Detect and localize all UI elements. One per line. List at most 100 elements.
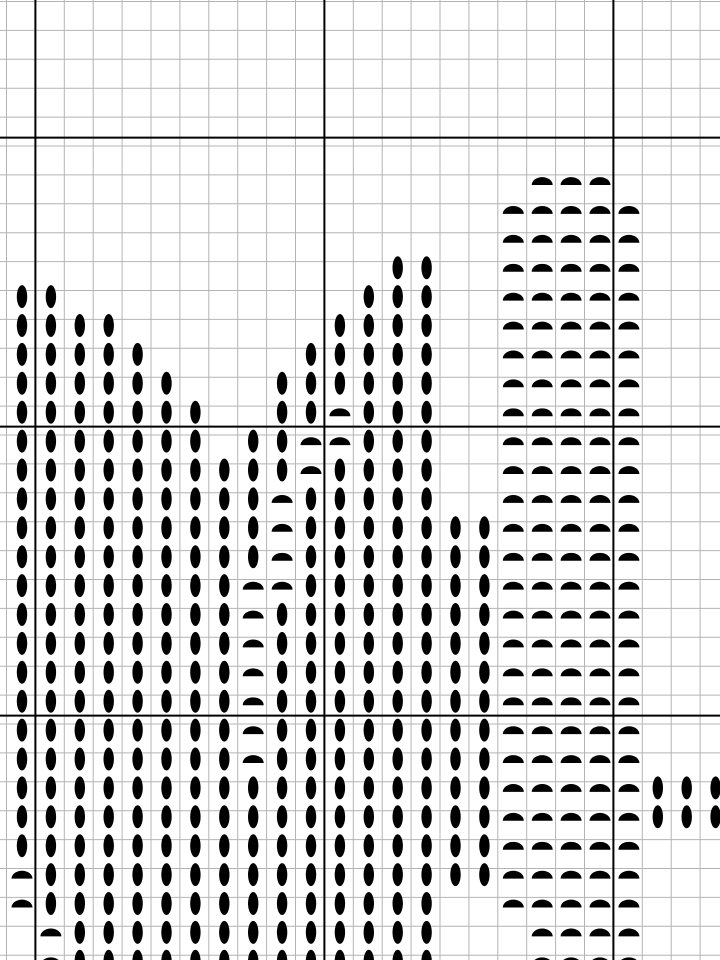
oval-stitch-symbol: [392, 631, 403, 655]
oval-stitch-symbol: [45, 545, 57, 569]
oval-stitch-symbol: [132, 487, 143, 511]
oval-stitch-symbol: [248, 545, 259, 569]
oval-stitch-symbol: [363, 516, 374, 540]
half-disc-stitch-symbol: [589, 928, 611, 937]
half-disc-stitch-symbol: [40, 928, 62, 937]
oval-stitch-symbol: [103, 805, 114, 829]
oval-stitch-symbol: [16, 545, 28, 569]
oval-stitch-symbol: [161, 776, 172, 800]
oval-stitch-symbol: [421, 718, 432, 742]
oval-stitch-symbol: [219, 747, 230, 771]
oval-stitch-symbol: [421, 400, 432, 424]
oval-stitch-symbol: [132, 574, 143, 598]
half-disc-stitch-symbol: [618, 928, 640, 937]
oval-stitch-symbol: [219, 516, 230, 540]
oval-stitch-symbol: [16, 718, 28, 742]
oval-stitch-symbol: [161, 631, 172, 655]
half-disc-stitch-symbol: [560, 784, 582, 792]
half-disc-stitch-symbol: [589, 408, 611, 417]
half-disc-stitch-symbol: [502, 639, 524, 648]
oval-stitch-symbol: [363, 776, 374, 800]
oval-stitch-symbol: [45, 660, 57, 684]
oval-stitch-symbol: [276, 834, 288, 858]
half-disc-stitch-symbol: [11, 870, 33, 879]
oval-stitch-symbol: [305, 631, 317, 655]
oval-stitch-symbol: [450, 631, 461, 655]
half-disc-stitch-symbol: [618, 668, 640, 677]
oval-stitch-symbol: [219, 718, 230, 742]
oval-stitch-symbol: [74, 631, 86, 655]
half-disc-stitch-symbol: [618, 523, 640, 532]
oval-stitch-symbol: [479, 574, 490, 598]
half-disc-stitch-symbol: [618, 899, 640, 908]
oval-stitch-symbol: [305, 805, 317, 829]
oval-stitch-symbol: [305, 863, 317, 887]
oval-stitch-symbol: [103, 314, 114, 337]
half-disc-stitch-symbol: [589, 697, 611, 706]
oval-stitch-symbol: [45, 892, 57, 915]
oval-stitch-symbol: [450, 516, 461, 540]
oval-stitch-symbol: [421, 285, 432, 309]
oval-stitch-symbol: [161, 920, 172, 944]
oval-stitch-symbol: [363, 342, 374, 366]
half-disc-stitch-symbol: [502, 437, 524, 446]
oval-stitch-symbol: [334, 718, 346, 742]
oval-stitch-symbol: [276, 805, 288, 829]
oval-stitch-symbol: [219, 458, 230, 482]
half-disc-stitch-symbol: [589, 234, 611, 243]
oval-stitch-symbol: [334, 920, 346, 944]
oval-stitch-symbol: [392, 516, 403, 540]
oval-stitch-symbol: [392, 603, 403, 626]
oval-stitch-symbol: [132, 400, 143, 424]
oval-stitch-symbol: [45, 400, 57, 424]
oval-stitch-symbol: [74, 660, 86, 684]
half-disc-stitch-symbol: [560, 639, 582, 648]
oval-stitch-symbol: [305, 776, 317, 800]
oval-stitch-symbol: [45, 314, 57, 337]
oval-stitch-symbol: [248, 920, 259, 944]
half-disc-stitch-symbol: [242, 755, 264, 763]
half-disc-stitch-symbol: [271, 495, 293, 503]
oval-stitch-symbol: [16, 487, 28, 511]
oval-stitch-symbol: [219, 603, 230, 626]
oval-stitch-symbol: [45, 805, 57, 829]
oval-stitch-symbol: [103, 892, 114, 915]
half-disc-stitch-symbol: [502, 870, 524, 879]
oval-stitch-symbol: [450, 776, 461, 800]
half-disc-stitch-symbol: [563, 957, 579, 960]
oval-stitch-symbol: [363, 834, 374, 858]
oval-stitch-symbol: [363, 314, 374, 337]
oval-stitch-symbol: [45, 631, 57, 655]
half-disc-stitch-symbol: [618, 408, 640, 417]
half-disc-stitch-symbol: [531, 350, 553, 359]
half-disc-stitch-symbol: [531, 697, 553, 706]
half-disc-stitch-symbol: [589, 466, 611, 474]
oval-stitch-symbol: [421, 545, 432, 569]
oval-stitch-symbol: [161, 689, 172, 713]
oval-stitch-symbol: [681, 805, 692, 829]
half-disc-stitch-symbol: [589, 379, 611, 388]
half-disc-stitch-symbol: [560, 841, 582, 850]
oval-stitch-symbol: [103, 371, 114, 395]
oval-stitch-symbol: [363, 631, 374, 655]
oval-stitch-symbol: [103, 400, 114, 424]
oval-stitch-symbol: [421, 603, 432, 626]
oval-stitch-symbol: [132, 631, 143, 655]
half-disc-stitch-symbol: [300, 466, 322, 474]
oval-stitch-symbol: [392, 429, 403, 453]
oval-stitch-symbol: [479, 805, 490, 829]
oval-stitch-symbol: [16, 689, 28, 713]
oval-stitch-symbol: [392, 949, 403, 960]
oval-stitch-symbol: [161, 949, 172, 960]
half-disc-stitch-symbol: [560, 495, 582, 503]
oval-stitch-symbol: [334, 805, 346, 829]
oval-stitch-symbol: [103, 574, 114, 598]
half-disc-stitch-symbol: [329, 437, 351, 446]
oval-stitch-symbol: [305, 920, 317, 944]
oval-stitch-symbol: [276, 400, 288, 424]
oval-stitch-symbol: [248, 892, 259, 915]
half-disc-stitch-symbol: [618, 697, 640, 706]
oval-stitch-symbol: [190, 747, 201, 771]
oval-stitch-symbol: [161, 834, 172, 858]
oval-stitch-symbol: [276, 660, 288, 684]
